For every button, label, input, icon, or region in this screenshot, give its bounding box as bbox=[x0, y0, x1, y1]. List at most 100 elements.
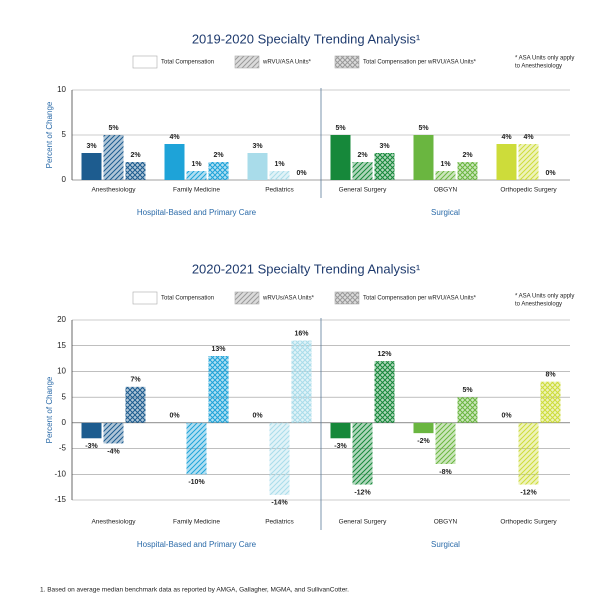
y-tick-label: -10 bbox=[54, 469, 66, 478]
x-tick-label: Anesthesiology bbox=[91, 519, 136, 526]
group-label: Surgical bbox=[431, 540, 460, 549]
x-tick-label: Pediatrics bbox=[265, 519, 294, 526]
note: * ASA Units only apply bbox=[515, 56, 574, 62]
value-label: 4% bbox=[169, 134, 180, 141]
bar bbox=[269, 422, 290, 495]
value-label: 8% bbox=[545, 372, 556, 379]
value-label: -8% bbox=[439, 469, 452, 476]
x-tick-label: Orthopedic Surgery bbox=[500, 519, 557, 526]
value-label: 3% bbox=[252, 143, 263, 150]
y-tick-label: 10 bbox=[57, 85, 66, 94]
bar bbox=[374, 153, 395, 180]
bar bbox=[103, 422, 124, 444]
y-tick-label: 0 bbox=[62, 175, 67, 184]
bar bbox=[208, 162, 229, 180]
bar bbox=[457, 162, 478, 180]
legend-swatch bbox=[132, 291, 158, 305]
bar bbox=[247, 153, 268, 180]
x-tick-label: Family Medicine bbox=[173, 519, 220, 526]
legend-swatch bbox=[334, 291, 360, 305]
value-label: 1% bbox=[191, 161, 202, 168]
y-tick-label: 5 bbox=[62, 130, 67, 139]
bar bbox=[164, 144, 185, 180]
value-label: 3% bbox=[86, 143, 97, 150]
y-axis-title: Percent of Change bbox=[45, 101, 54, 168]
y-tick-label: 5 bbox=[62, 392, 67, 401]
bar bbox=[413, 422, 434, 434]
value-label: -2% bbox=[417, 438, 430, 445]
value-label: 13% bbox=[211, 346, 226, 353]
legend-swatch bbox=[132, 55, 158, 69]
value-label: 7% bbox=[130, 377, 141, 384]
value-label: -14% bbox=[271, 500, 288, 507]
bar bbox=[208, 356, 229, 423]
x-tick-label: Family Medicine bbox=[173, 187, 220, 194]
value-label: 3% bbox=[379, 143, 390, 150]
legend-swatch bbox=[334, 55, 360, 69]
y-tick-label: 15 bbox=[57, 341, 66, 350]
group-label: Hospital-Based and Primary Care bbox=[137, 540, 257, 549]
value-label: 0% bbox=[169, 413, 180, 420]
value-label: 12% bbox=[377, 351, 392, 358]
legend-swatch bbox=[234, 291, 260, 305]
bar bbox=[352, 162, 373, 180]
bar bbox=[435, 171, 456, 180]
bar bbox=[81, 153, 102, 180]
value-label: 1% bbox=[274, 161, 285, 168]
note: to Anesthesiology bbox=[515, 302, 562, 308]
value-label: -3% bbox=[85, 443, 98, 450]
value-label: 0% bbox=[296, 170, 307, 177]
bar bbox=[269, 171, 290, 180]
value-label: -12% bbox=[354, 489, 371, 496]
value-label: 5% bbox=[418, 125, 429, 132]
value-label: 16% bbox=[294, 330, 309, 337]
value-label: 5% bbox=[335, 125, 346, 132]
value-label: 0% bbox=[501, 413, 512, 420]
y-tick-label: 10 bbox=[57, 367, 66, 376]
value-label: 2% bbox=[462, 152, 473, 159]
chart-title: 2019-2020 Specialty Trending Analysis¹ bbox=[192, 31, 421, 46]
value-label: -12% bbox=[520, 489, 537, 496]
x-tick-label: OBGYN bbox=[434, 187, 458, 194]
value-label: 4% bbox=[523, 134, 534, 141]
value-label: 0% bbox=[252, 413, 263, 420]
bar bbox=[457, 397, 478, 423]
value-label: 5% bbox=[462, 387, 473, 394]
bar bbox=[352, 422, 373, 485]
x-tick-label: Pediatrics bbox=[265, 187, 294, 194]
legend-label: Total Compensation bbox=[161, 296, 214, 302]
bar bbox=[518, 422, 539, 485]
group-label: Surgical bbox=[431, 208, 460, 217]
bar bbox=[496, 144, 517, 180]
x-tick-label: Orthopedic Surgery bbox=[500, 187, 557, 194]
value-label: 0% bbox=[545, 170, 556, 177]
note: to Anesthesiology bbox=[515, 64, 562, 70]
note: * ASA Units only apply bbox=[515, 294, 574, 300]
bar bbox=[186, 422, 207, 475]
bar bbox=[413, 135, 434, 180]
chart-title: 2020-2021 Specialty Trending Analysis¹ bbox=[192, 261, 421, 276]
y-tick-label: -15 bbox=[54, 495, 66, 504]
legend-label: wRVUs/ASA Units* bbox=[262, 296, 315, 302]
legend-label: Total Compensation per wRVU/ASA Units* bbox=[363, 296, 477, 302]
value-label: 2% bbox=[130, 152, 141, 159]
x-tick-label: General Surgery bbox=[339, 187, 387, 194]
value-label: -10% bbox=[188, 479, 205, 486]
y-tick-label: 20 bbox=[57, 315, 66, 324]
x-tick-label: OBGYN bbox=[434, 519, 458, 526]
legend-label: Total Compensation per wRVU/ASA Units* bbox=[363, 60, 477, 66]
bar bbox=[330, 135, 351, 180]
value-label: 4% bbox=[501, 134, 512, 141]
legend-label: wRVU/ASA Units* bbox=[262, 60, 312, 66]
y-axis-title: Percent of Change bbox=[45, 376, 54, 443]
x-tick-label: General Surgery bbox=[339, 519, 387, 526]
bar bbox=[186, 171, 207, 180]
x-tick-label: Anesthesiology bbox=[91, 187, 136, 194]
footnote: 1. Based on average median benchmark dat… bbox=[40, 587, 349, 594]
bar bbox=[435, 422, 456, 464]
legend-label: Total Compensation bbox=[161, 60, 214, 66]
y-tick-label: 0 bbox=[62, 418, 67, 427]
group-label: Hospital-Based and Primary Care bbox=[137, 208, 257, 217]
value-label: -4% bbox=[107, 448, 120, 455]
